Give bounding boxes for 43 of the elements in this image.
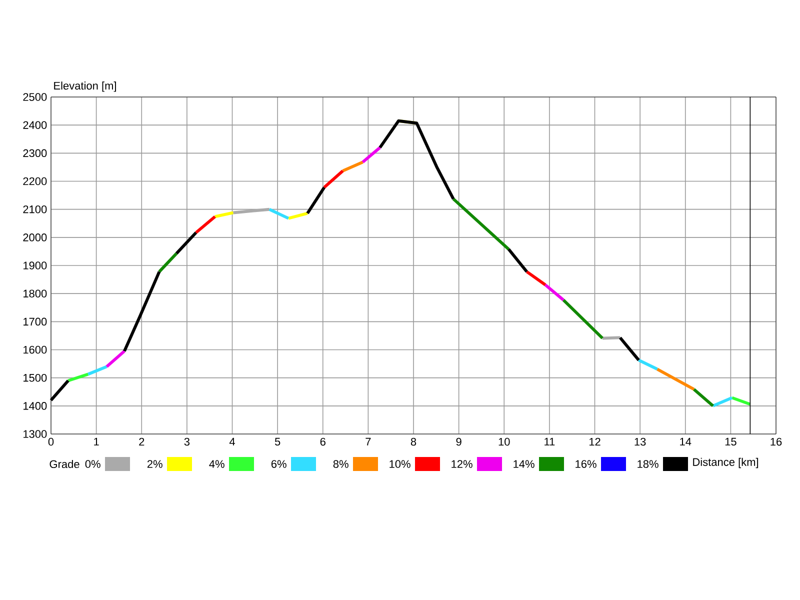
y-tick-label: 1300: [23, 430, 47, 438]
text: 4%: [209, 460, 224, 468]
x-tick-label: 2: [139, 438, 144, 446]
text: 14%: [514, 460, 534, 468]
y-tick-label: 1500: [23, 374, 47, 382]
x-tick-label: 11: [544, 438, 555, 446]
y-tick-label: 2000: [23, 234, 47, 242]
x-tick-label: 8: [410, 438, 416, 446]
y-tick-label: 1700: [23, 318, 47, 326]
text: 2%: [147, 460, 162, 468]
x-tick-label: 4: [229, 438, 235, 446]
x-tick-label: 1: [94, 438, 99, 446]
x-axis-title: Distance [km]: [693, 458, 758, 468]
y-tick-label: 2300: [23, 149, 47, 158]
y-tick-label: 1600: [23, 346, 47, 354]
y-tick-label: 1400: [23, 402, 47, 410]
y-tick-label: 2500: [23, 93, 47, 101]
x-tick-label: 5: [274, 438, 280, 446]
x-tick-label: 0: [48, 438, 54, 446]
x-tick-label: 7: [366, 438, 371, 446]
x-tick-label: 13: [634, 438, 646, 446]
text: 10%: [390, 460, 410, 468]
text: 6%: [271, 460, 286, 468]
x-tick-label: 9: [456, 438, 462, 446]
x-tick-label: 16: [770, 438, 782, 446]
y-axis-title: Elevation [m]: [54, 82, 116, 92]
y-tick-label: 2400: [23, 121, 47, 129]
text: 18%: [638, 460, 658, 468]
x-tick-label: 15: [725, 438, 736, 446]
x-tick-label: 10: [498, 438, 510, 446]
x-tick-label: 14: [680, 438, 692, 446]
legend-title: Grade: [50, 460, 80, 468]
text: 8%: [333, 460, 348, 468]
text: 16%: [576, 460, 596, 468]
x-tick-label: 3: [184, 438, 190, 446]
text: 12%: [452, 460, 472, 468]
y-tick-label: 1800: [23, 290, 47, 298]
y-tick-label: 2200: [23, 177, 47, 186]
x-tick-label: 12: [589, 438, 600, 446]
y-tick-label: 2100: [23, 205, 47, 214]
text: 0%: [85, 460, 100, 468]
x-tick-label: 6: [320, 438, 326, 446]
y-tick-label: 1900: [23, 262, 47, 270]
